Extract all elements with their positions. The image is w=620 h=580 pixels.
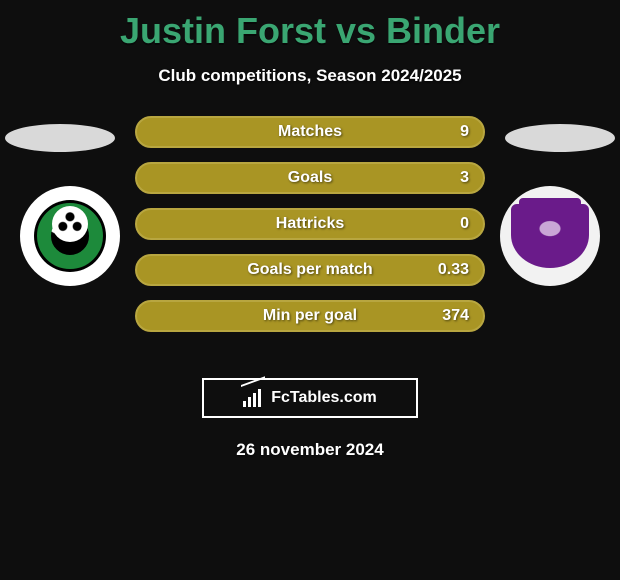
- stat-label: Hattricks: [276, 215, 344, 233]
- stat-label: Matches: [278, 123, 342, 141]
- stat-value: 0: [460, 215, 469, 233]
- stat-bar: Goals per match 0.33: [135, 254, 485, 286]
- stat-value: 0.33: [438, 261, 469, 279]
- player-marker-right: [505, 124, 615, 152]
- stat-bar: Min per goal 374: [135, 300, 485, 332]
- club-badge-right: [500, 186, 600, 286]
- stat-label: Goals per match: [247, 261, 372, 279]
- stats-bars: Matches 9 Goals 3 Hattricks 0 Goals per match 0…: [135, 116, 485, 332]
- chart-icon: [243, 389, 263, 407]
- page-title: Justin Forst vs Binder: [0, 0, 620, 52]
- stat-bar: Matches 9: [135, 116, 485, 148]
- stat-value: 9: [460, 123, 469, 141]
- player-marker-left: [5, 124, 115, 152]
- club-badge-left: [20, 186, 120, 286]
- stat-bar: Goals 3: [135, 162, 485, 194]
- stat-label: Goals: [288, 169, 332, 187]
- brand-box[interactable]: FcTables.com: [202, 378, 418, 418]
- brand-text: FcTables.com: [271, 389, 377, 407]
- snapshot-date: 26 november 2024: [0, 440, 620, 460]
- stat-label: Min per goal: [263, 307, 357, 325]
- stat-value: 3: [460, 169, 469, 187]
- comparison-stage: Matches 9 Goals 3 Hattricks 0 Goals per match 0…: [0, 116, 620, 356]
- stat-bar: Hattricks 0: [135, 208, 485, 240]
- subtitle: Club competitions, Season 2024/2025: [0, 66, 620, 86]
- stat-value: 374: [442, 307, 469, 325]
